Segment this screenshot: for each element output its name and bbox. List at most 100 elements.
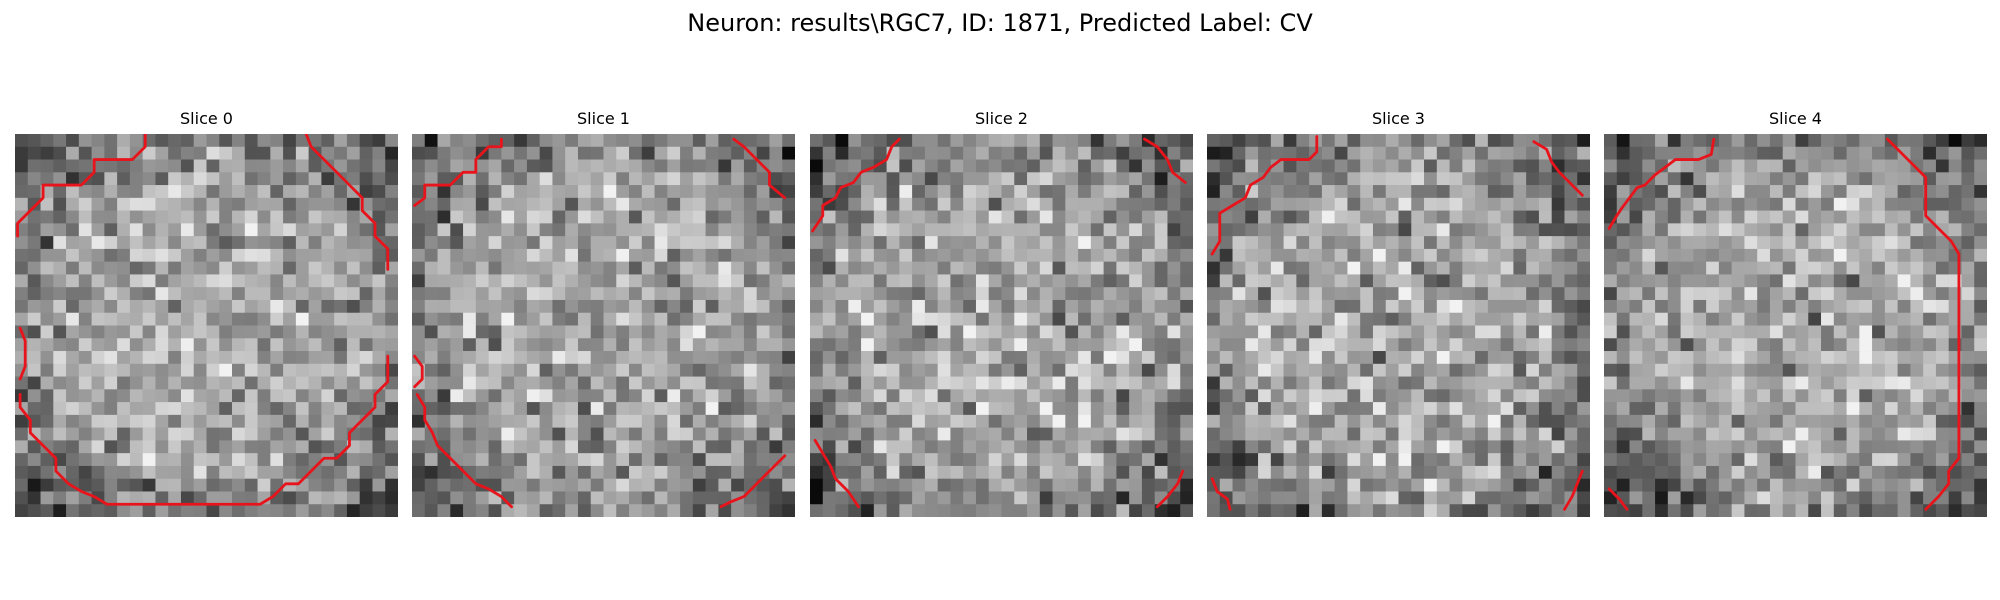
pixel-cell: [1411, 159, 1425, 173]
pixel-cell: [219, 159, 233, 173]
pixel-cell: [835, 248, 849, 262]
pixel-cell: [91, 210, 105, 224]
pixel-cell: [975, 223, 989, 237]
pixel-cell: [1475, 287, 1489, 301]
pixel-cell: [552, 185, 566, 199]
pixel-cell: [1757, 363, 1771, 377]
pixel-cell: [27, 491, 41, 505]
pixel-cell: [539, 248, 553, 262]
pixel-cell: [1769, 312, 1783, 326]
pixel-cell: [1564, 159, 1578, 173]
pixel-cell: [257, 325, 271, 339]
pixel-cell: [1154, 427, 1168, 441]
pixel-cell: [1232, 453, 1246, 467]
pixel-cell: [463, 491, 477, 505]
pixel-cell: [873, 414, 887, 428]
pixel-cell: [1103, 351, 1117, 365]
pixel-cell: [1360, 312, 1374, 326]
pixel-cell: [1449, 325, 1463, 339]
pixel-cell: [1897, 376, 1911, 390]
pixel-cell: [1449, 338, 1463, 352]
pixel-cell: [142, 504, 156, 517]
slice-panel-3: Slice 3: [1207, 108, 1590, 518]
pixel-cell: [1475, 146, 1489, 160]
pixel-cell: [1500, 197, 1514, 211]
pixel-cell: [232, 159, 246, 173]
pixel-cell: [603, 338, 617, 352]
pixel-cell: [244, 363, 258, 377]
pixel-cell: [117, 465, 131, 479]
pixel-cell: [257, 261, 271, 275]
pixel-cell: [412, 478, 426, 492]
pixel-cell: [1321, 210, 1335, 224]
pixel-cell: [219, 389, 233, 403]
pixel-cell: [988, 338, 1002, 352]
pixel-cell: [629, 465, 643, 479]
pixel-cell: [1706, 389, 1720, 403]
pixel-cell: [1821, 402, 1835, 416]
pixel-cell: [1795, 389, 1809, 403]
pixel-cell: [1782, 223, 1796, 237]
pixel-cell: [1833, 465, 1847, 479]
pixel-cell: [1538, 338, 1552, 352]
pixel-cell: [1309, 248, 1323, 262]
pixel-cell: [1398, 287, 1412, 301]
pixel-cell: [1309, 389, 1323, 403]
pixel-cell: [53, 197, 67, 211]
pixel-cell: [1296, 287, 1310, 301]
pixel-cell: [359, 274, 373, 288]
pixel-cell: [1961, 210, 1975, 224]
pixel-cell: [565, 351, 579, 365]
pixel-cell: [40, 351, 54, 365]
pixel-cell: [359, 146, 373, 160]
pixel-cell: [1897, 453, 1911, 467]
pixel-cell: [1884, 478, 1898, 492]
pixel-cell: [1154, 248, 1168, 262]
pixel-cell: [40, 414, 54, 428]
pixel-cell: [501, 453, 515, 467]
pixel-cell: [756, 389, 770, 403]
pixel-cell: [1090, 248, 1104, 262]
pixel-cell: [1116, 312, 1130, 326]
pixel-cell: [539, 363, 553, 377]
pixel-cell: [244, 274, 258, 288]
pixel-cell: [810, 312, 824, 326]
pixel-cell: [514, 197, 528, 211]
pixel-cell: [1449, 261, 1463, 275]
pixel-cell: [756, 146, 770, 160]
pixel-cell: [1424, 299, 1438, 313]
pixel-cell: [1180, 389, 1193, 403]
pixel-cell: [1551, 223, 1565, 237]
pixel-cell: [718, 159, 732, 173]
pixel-cell: [295, 261, 309, 275]
pixel-cell: [1475, 223, 1489, 237]
pixel-cell: [142, 453, 156, 467]
pixel-cell: [1167, 453, 1181, 467]
pixel-cell: [963, 159, 977, 173]
pixel-cell: [488, 427, 502, 441]
pixel-cell: [705, 402, 719, 416]
pixel-cell: [924, 376, 938, 390]
pixel-cell: [450, 159, 464, 173]
pixel-cell: [1385, 504, 1399, 517]
pixel-cell: [488, 236, 502, 250]
pixel-cell: [886, 363, 900, 377]
pixel-cell: [1258, 414, 1272, 428]
pixel-cell: [1769, 210, 1783, 224]
pixel-cell: [1846, 287, 1860, 301]
pixel-cell: [1141, 363, 1155, 377]
pixel-cell: [244, 223, 258, 237]
pixel-cell: [450, 210, 464, 224]
pixel-cell: [1436, 299, 1450, 313]
pixel-cell: [1757, 453, 1771, 467]
pixel-cell: [1744, 210, 1758, 224]
pixel-cell: [1642, 325, 1656, 339]
pixel-cell: [346, 210, 360, 224]
pixel-cell: [1706, 185, 1720, 199]
pixel-cell: [78, 363, 92, 377]
pixel-cell: [372, 134, 386, 148]
pixel-cell: [1564, 223, 1578, 237]
pixel-cell: [1897, 185, 1911, 199]
pixel-cell: [1616, 312, 1630, 326]
pixel-cell: [244, 185, 258, 199]
